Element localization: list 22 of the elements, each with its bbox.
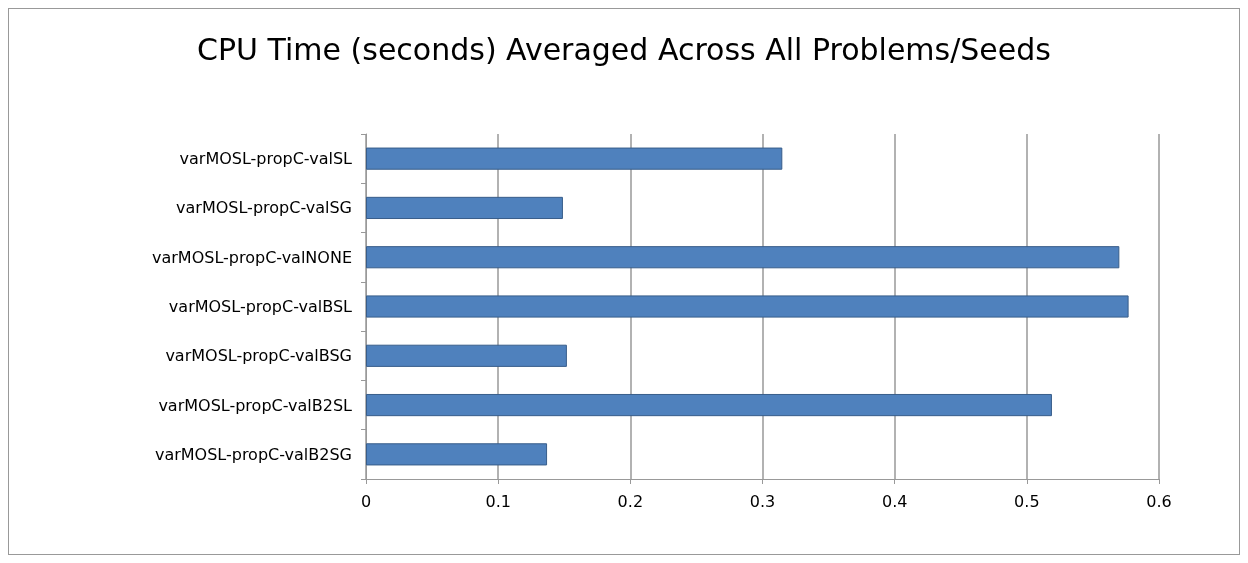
y-tick-label: varMOSL-propC-valB2SL — [158, 395, 353, 415]
x-tick-label: 0.2 — [617, 491, 644, 511]
x-tick-label: 0.6 — [1146, 491, 1172, 511]
bar — [366, 344, 567, 367]
x-tick-label: 0 — [360, 491, 372, 511]
y-tick-label: varMOSL-propC-valBSG — [165, 346, 352, 366]
x-tick-label: 0.3 — [749, 491, 776, 511]
bar — [366, 393, 1052, 417]
bar — [366, 246, 1120, 269]
bar — [366, 295, 1129, 318]
chart-title: CPU Time (seconds) Averaged Across All Problems/Seeds — [197, 31, 1051, 67]
bar — [366, 147, 783, 170]
y-tick-label: varMOSL-propC-valSG — [176, 198, 352, 218]
y-tick-label: varMOSL-propC-valNONE — [151, 247, 352, 267]
y-tick-label: varMOSL-propC-valB2SG — [154, 444, 352, 464]
bar — [366, 443, 548, 466]
y-tick-label: varMOSL-propC-valBSL — [168, 297, 353, 316]
x-tick-label: 0.4 — [881, 491, 908, 511]
y-tick-label: varMOSL-propC-valSL — [179, 149, 353, 169]
x-tick-label: 0.5 — [1014, 491, 1040, 511]
x-tick-label: 0.1 — [485, 491, 511, 511]
bar — [366, 196, 563, 220]
